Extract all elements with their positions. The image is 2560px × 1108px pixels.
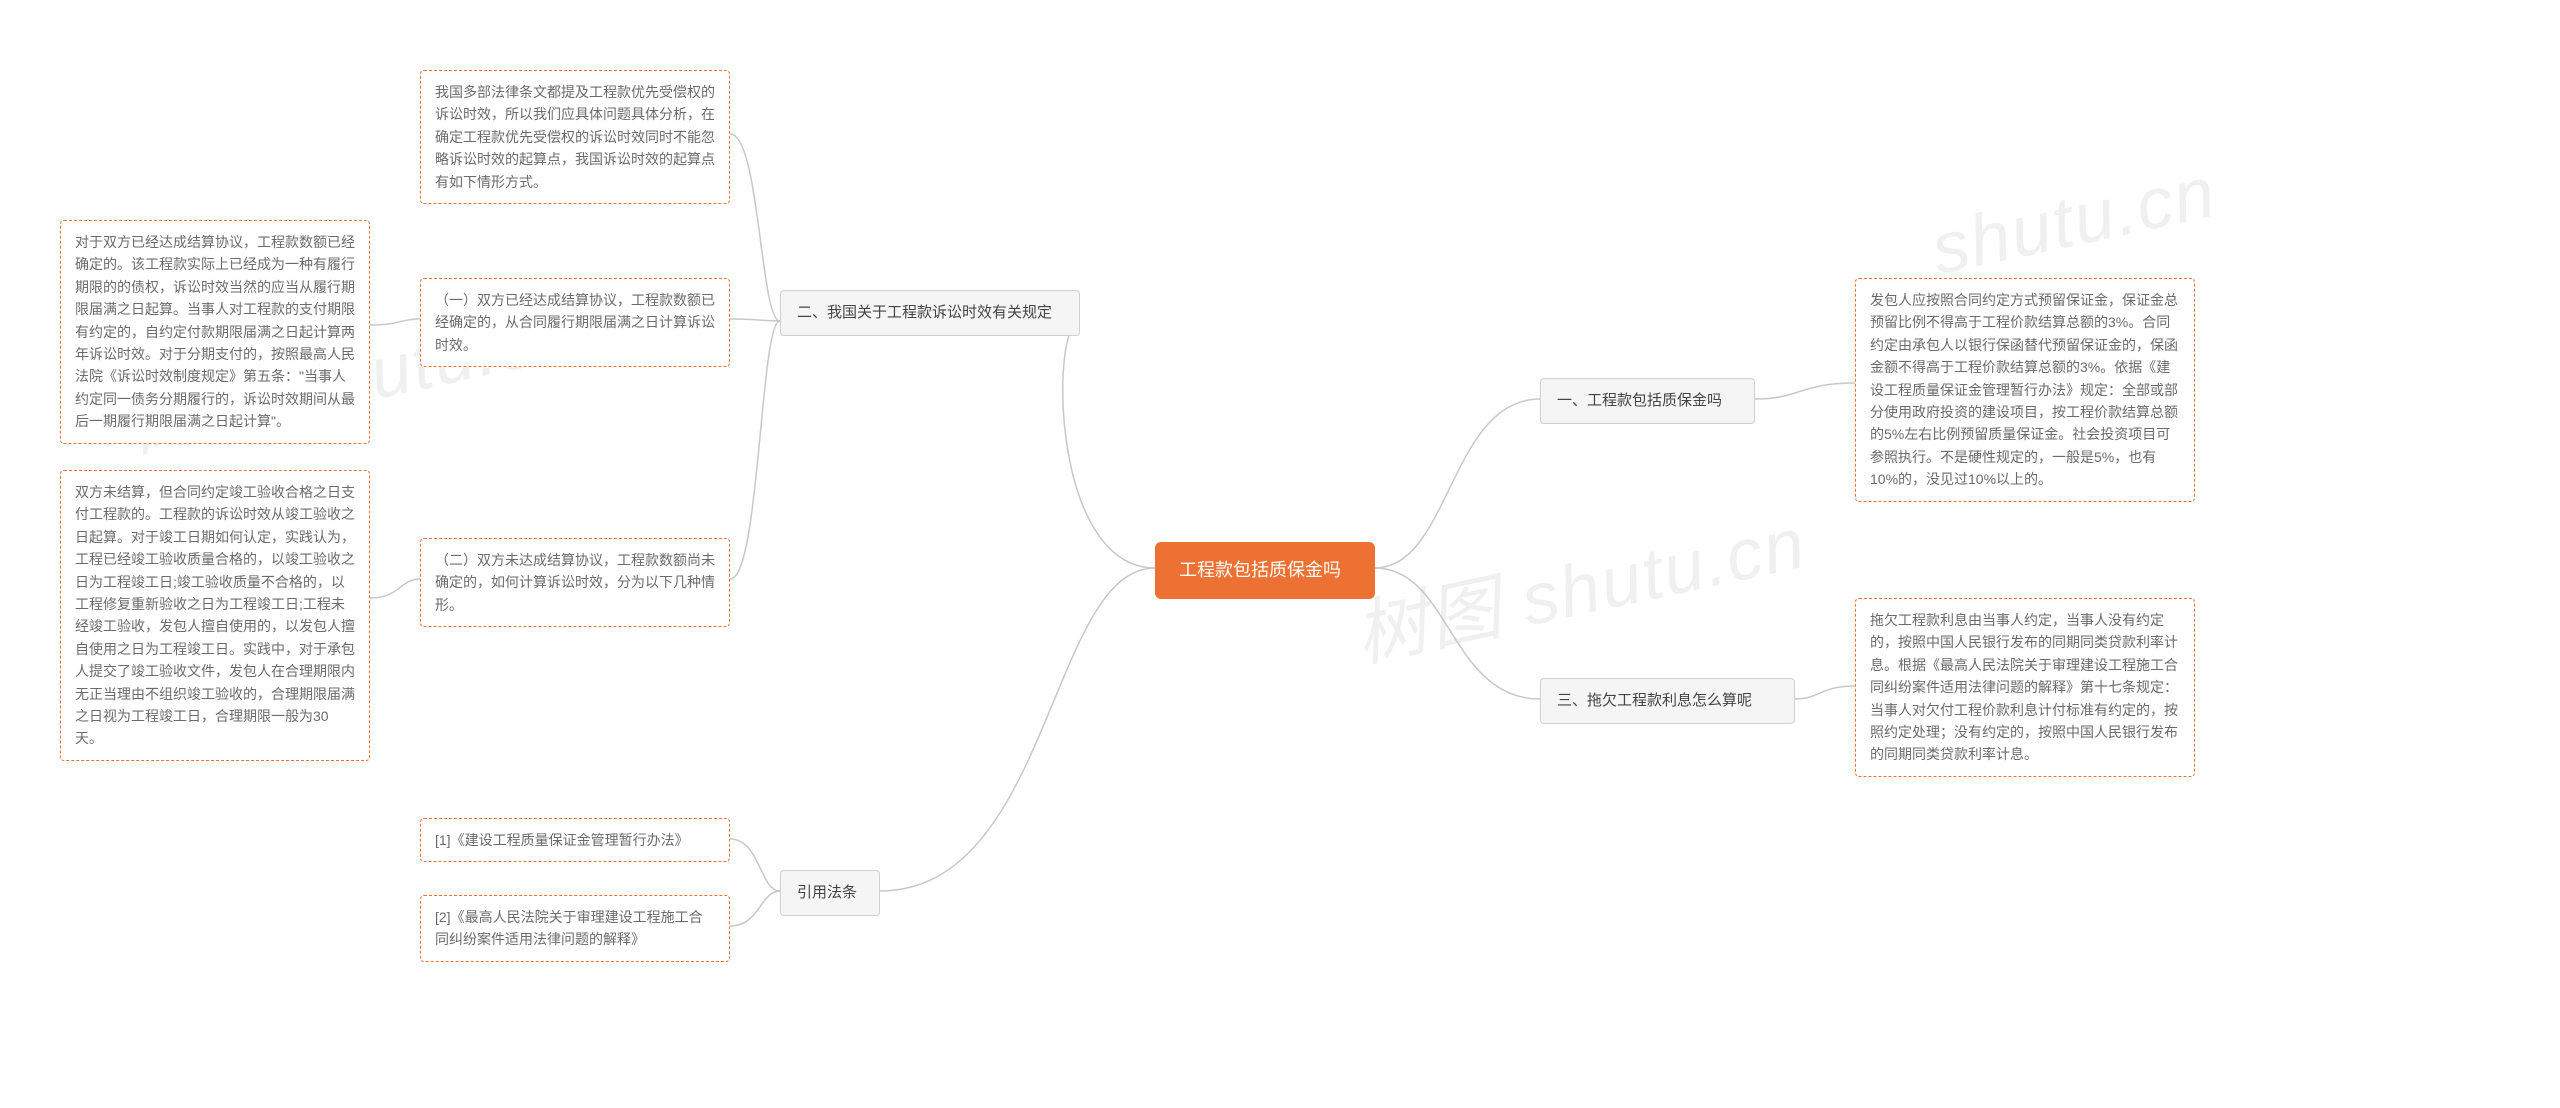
branch-right-2[interactable]: 三、拖欠工程款利息怎么算呢: [1540, 678, 1795, 724]
root-node[interactable]: 工程款包括质保金吗: [1155, 542, 1375, 599]
branch-right-1[interactable]: 一、工程款包括质保金吗: [1540, 378, 1755, 424]
leaf-l1b: （一）双方已经达成结算协议，工程款数额已经确定的，从合同履行期限届满之日计算诉讼…: [420, 278, 730, 367]
leaf-l1a: 我国多部法律条文都提及工程款优先受偿权的诉讼时效，所以我们应具体问题具体分析，在…: [420, 70, 730, 204]
leaf-r2a: 拖欠工程款利息由当事人约定，当事人没有约定的，按照中国人民银行发布的同期同类贷款…: [1855, 598, 2195, 777]
branch-left-1[interactable]: 二、我国关于工程款诉讼时效有关规定: [780, 290, 1080, 336]
leaf-l2a: [1]《建设工程质量保证金管理暂行办法》: [420, 818, 730, 862]
leaf-l1c-sub: 双方未结算，但合同约定竣工验收合格之日支付工程款的。工程款的诉讼时效从竣工验收之…: [60, 470, 370, 761]
leaf-r1a: 发包人应按照合同约定方式预留保证金，保证金总预留比例不得高于工程价款结算总额的3…: [1855, 278, 2195, 502]
watermark: shutu.cn: [1925, 151, 2224, 291]
leaf-l2b: [2]《最高人民法院关于审理建设工程施工合同纠纷案件适用法律问题的解释》: [420, 895, 730, 962]
watermark: 树图 shutu.cn: [1344, 484, 1814, 682]
leaf-l1c: （二）双方未达成结算协议，工程款数额尚未确定的，如何计算诉讼时效，分为以下几种情…: [420, 538, 730, 627]
leaf-l1b-sub: 对于双方已经达成结算协议，工程款数额已经确定的。该工程款实际上已经成为一种有履行…: [60, 220, 370, 444]
branch-left-2[interactable]: 引用法条: [780, 870, 880, 916]
